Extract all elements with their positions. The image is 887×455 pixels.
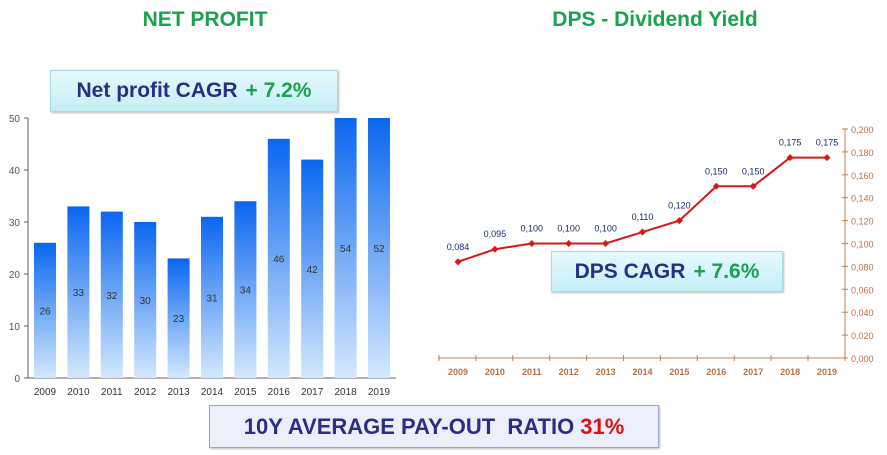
x-tick-label: 2015: [234, 387, 257, 398]
y-tick-label: 0,020: [851, 331, 874, 341]
bar-value-label: 46: [273, 254, 285, 265]
dps-line: [457, 156, 827, 263]
y-tick-label: 0: [14, 374, 20, 385]
dps-point-2012: [565, 239, 573, 248]
y-tick-label: 0,040: [851, 308, 874, 318]
dps-title: DPS - Dividend Yield: [552, 8, 758, 31]
dps-point-2013: [602, 239, 610, 248]
y-tick-label: 0,180: [851, 148, 874, 158]
y-tick-label: 0,080: [851, 262, 874, 272]
cagr-value: + 7.2%: [245, 79, 312, 102]
payout-label: 10Y AVERAGE PAY-OUT RATIO: [243, 413, 575, 439]
x-tick-label: 2011: [101, 387, 123, 398]
x-tick-label: 2010: [485, 367, 505, 377]
x-tick-label: 2014: [632, 367, 652, 377]
y-tick-label: 0,060: [851, 285, 874, 295]
dps-point-2018: [786, 154, 794, 162]
x-tick-label: 2012: [559, 367, 579, 377]
bar-value-label: 31: [206, 293, 218, 304]
y-tick-label: 10: [9, 322, 21, 333]
dps-point-2011: [528, 239, 536, 248]
bar-value-label: 52: [373, 244, 385, 255]
dps-value-label: 0,084: [447, 242, 470, 252]
x-tick-label: 2011: [522, 367, 542, 377]
dps-value-label: 0,175: [816, 138, 839, 148]
x-tick-label: 2014: [201, 387, 224, 398]
dps-point-2010: [491, 245, 499, 253]
bar-2015: [234, 201, 257, 378]
y-tick-label: 20: [9, 270, 21, 281]
y-tick-label: 40: [9, 166, 21, 177]
dps-cagr-label: DPS CAGR: [574, 259, 686, 283]
bar-2017: [301, 159, 324, 378]
cagr-label: Net profit CAGR: [76, 79, 238, 102]
x-tick-label: 2016: [268, 387, 291, 398]
y-tick-label: 0,100: [851, 240, 874, 250]
dps-point-2014: [638, 228, 647, 236]
bar-2011: [100, 211, 123, 378]
y-tick-label: 0,120: [851, 217, 874, 227]
dps-cagr-value: + 7.6%: [693, 259, 760, 283]
bar-2018: [334, 118, 357, 378]
x-tick-label: 2017: [743, 367, 763, 377]
x-tick-label: 2018: [780, 367, 800, 377]
dps-point-2009: [454, 258, 462, 266]
x-tick-label: 2013: [596, 367, 616, 377]
payout-value: 31%: [580, 413, 625, 439]
y-tick-label: 0,140: [851, 194, 874, 204]
y-tick-label: 0,160: [851, 171, 874, 181]
bar-value-label: 32: [106, 291, 118, 302]
x-tick-label: 2009: [448, 367, 468, 377]
x-tick-label: 2019: [368, 387, 391, 398]
dps-value-label: 0,110: [632, 212, 654, 222]
dps-point-2015: [675, 217, 683, 225]
x-tick-label: 2013: [167, 387, 190, 398]
x-tick-label: 2016: [706, 367, 726, 377]
bar-2009: [34, 242, 56, 378]
y-tick-label: 0,200: [851, 125, 874, 135]
x-tick-label: 2019: [817, 367, 837, 377]
dps-value-label: 0,150: [705, 166, 728, 176]
x-tick-label: 2017: [301, 387, 324, 398]
dps-point-2019: [823, 154, 831, 162]
bar-value-label: 30: [140, 296, 152, 307]
y-tick-label: 50: [9, 114, 21, 125]
dps-point-2017: [749, 182, 757, 190]
x-tick-label: 2015: [669, 367, 689, 377]
bar-value-label: 34: [240, 286, 252, 297]
bar-2012: [134, 222, 157, 378]
dps-value-label: 0,100: [521, 224, 544, 234]
dps-value-label: 0,120: [668, 201, 691, 211]
y-tick-label: 0,000: [851, 354, 874, 364]
bar-2013: [167, 258, 190, 378]
bar-2019: [368, 118, 390, 378]
bar-value-label: 54: [340, 244, 352, 255]
y-tick-label: 30: [9, 218, 21, 229]
x-tick-label: 2012: [134, 387, 157, 398]
bar-2016: [267, 138, 290, 378]
bar-value-label: 42: [307, 265, 319, 276]
bar-value-label: 33: [73, 288, 85, 299]
bar-2010: [67, 206, 90, 378]
bar-value-label: 26: [39, 306, 51, 317]
payout-ratio-box: 10Y AVERAGE PAY-OUT RATIO 31%: [209, 405, 659, 448]
net-profit-title: NET PROFIT: [142, 8, 268, 31]
x-tick-label: 2009: [34, 387, 57, 398]
dps-value-label: 0,100: [557, 224, 580, 234]
x-tick-label: 2010: [67, 387, 90, 398]
dps-value-label: 0,150: [742, 166, 765, 176]
dps-point-2016: [712, 182, 720, 190]
dps-value-label: 0,100: [594, 224, 617, 234]
x-tick-label: 2018: [334, 387, 357, 398]
bar-2014: [201, 216, 223, 378]
net-profit-cagr-box: Net profit CAGR + 7.2%: [50, 70, 338, 112]
dps-cagr-box: DPS CAGR + 7.6%: [551, 251, 783, 292]
dps-value-label: 0,175: [779, 138, 802, 148]
bar-value-label: 23: [173, 314, 185, 325]
dps-value-label: 0,095: [484, 229, 507, 239]
